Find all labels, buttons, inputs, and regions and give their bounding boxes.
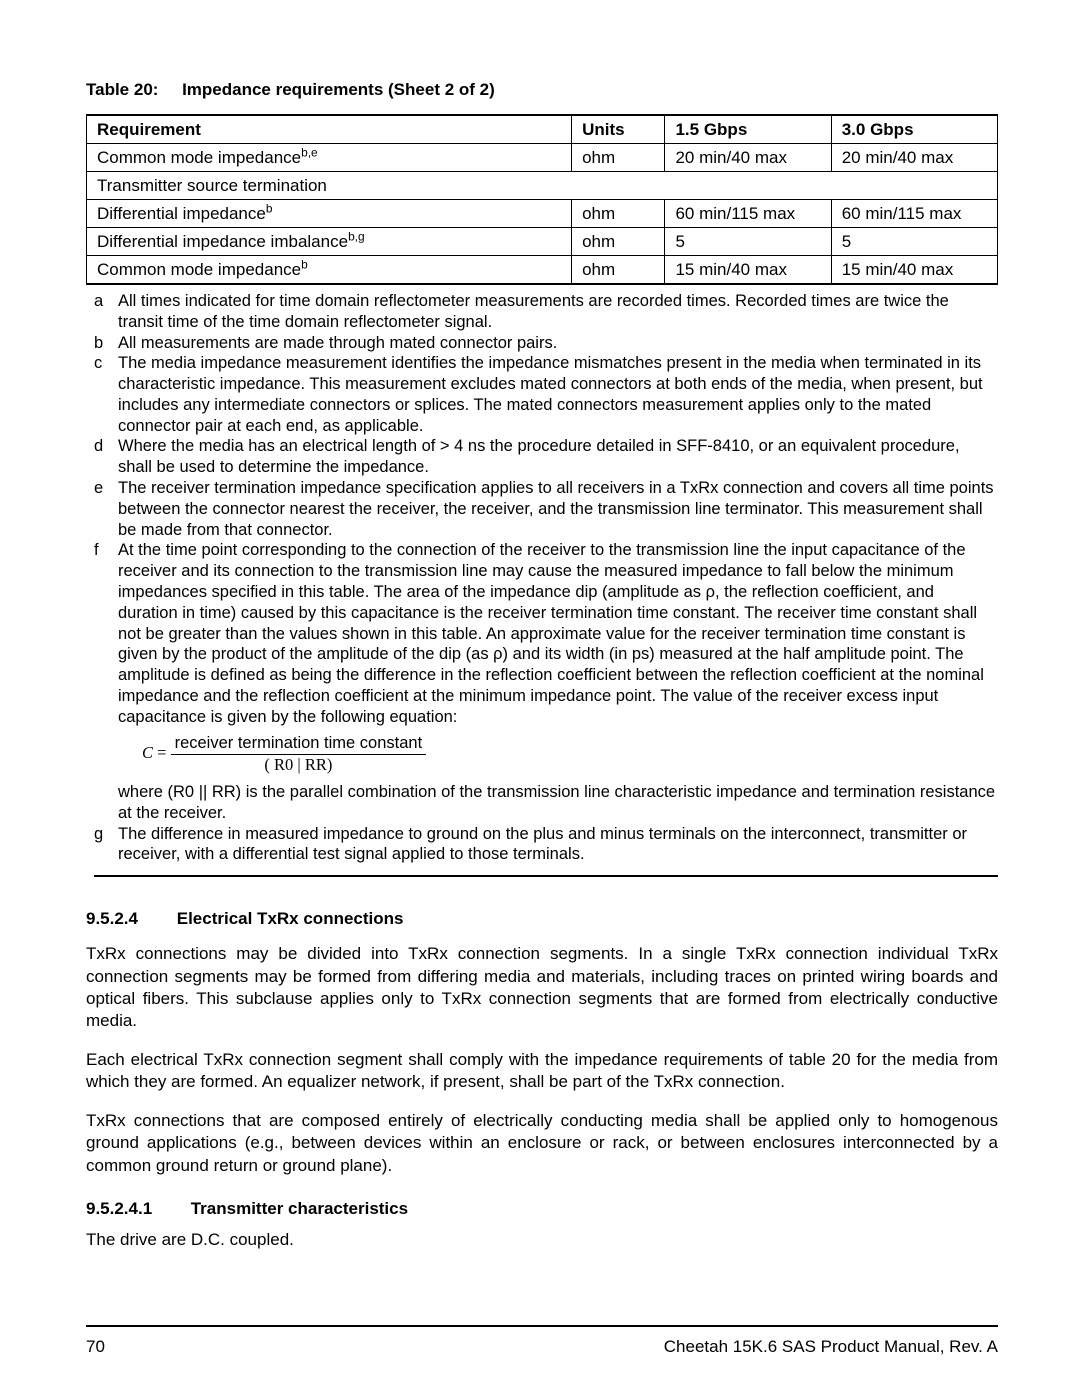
row-sup: b,e xyxy=(301,145,318,159)
section-title: Transmitter characteristics xyxy=(191,1199,408,1218)
th-gbps-1: 1.5 Gbps xyxy=(665,115,831,144)
page-number: 70 xyxy=(86,1337,105,1357)
para-9524-3: TxRx connections that are composed entir… xyxy=(86,1110,998,1177)
row-req-text: Differential impedance imbalance xyxy=(97,232,348,251)
cell-req: Common mode impedanceb xyxy=(87,256,572,285)
note-f-after: where (R0 || RR) is the parallel combina… xyxy=(118,782,998,824)
th-gbps-2: 3.0 Gbps xyxy=(831,115,997,144)
section-title: Electrical TxRx connections xyxy=(177,909,404,928)
note-e: e The receiver termination impedance spe… xyxy=(94,478,998,540)
th-units: Units xyxy=(572,115,665,144)
row-req-text: Differential impedance xyxy=(97,204,266,223)
cell-g2: 60 min/115 max xyxy=(831,200,997,228)
row-sup: b xyxy=(301,257,308,271)
note-f: f At the time point corresponding to the… xyxy=(94,540,998,823)
page: Table 20: Impedance requirements (Sheet … xyxy=(0,0,1080,1397)
footer-rule xyxy=(86,1325,998,1327)
section-95241-heading: 9.5.2.4.1 Transmitter characteristics xyxy=(86,1199,998,1219)
cell-g2: 15 min/40 max xyxy=(831,256,997,285)
impedance-table: Requirement Units 1.5 Gbps 3.0 Gbps Comm… xyxy=(86,114,998,285)
table-row: Differential impedanceb ohm 60 min/115 m… xyxy=(87,200,998,228)
document-name: Cheetah 15K.6 SAS Product Manual, Rev. A xyxy=(664,1337,998,1357)
section-number: 9.5.2.4 xyxy=(86,909,172,929)
note-c: c The media impedance measurement identi… xyxy=(94,353,998,436)
row-req-text: Common mode impedance xyxy=(97,148,301,167)
cell-g2: 20 min/40 max xyxy=(831,144,997,172)
cell-g1: 5 xyxy=(665,228,831,256)
cell-units: ohm xyxy=(572,144,665,172)
note-d: d Where the media has an electrical leng… xyxy=(94,436,998,478)
cell-req: Common mode impedanceb,e xyxy=(87,144,572,172)
table-row: Common mode impedanceb,e ohm 20 min/40 m… xyxy=(87,144,998,172)
section-9524-heading: 9.5.2.4 Electrical TxRx connections xyxy=(86,909,998,929)
eq-lhs: C xyxy=(142,743,153,762)
para-95241-1: The drive are D.C. coupled. xyxy=(86,1229,998,1251)
para-9524-1: TxRx connections may be divided into TxR… xyxy=(86,943,998,1033)
row-sup: b xyxy=(266,201,273,215)
note-b: b All measurements are made through mate… xyxy=(94,333,998,354)
page-footer: 70 Cheetah 15K.6 SAS Product Manual, Rev… xyxy=(86,1325,998,1357)
note-f-text: At the time point corresponding to the c… xyxy=(118,541,984,725)
cell-req: Differential impedance imbalanceb,g xyxy=(87,228,572,256)
table-notes: a All times indicated for time domain re… xyxy=(94,291,998,877)
cell-g2: 5 xyxy=(831,228,997,256)
cell-g1: 15 min/40 max xyxy=(665,256,831,285)
eq-numerator: receiver termination time constant xyxy=(171,733,427,755)
table-header-row: Requirement Units 1.5 Gbps 3.0 Gbps xyxy=(87,115,998,144)
para-9524-2: Each electrical TxRx connection segment … xyxy=(86,1049,998,1094)
cell-units: ohm xyxy=(572,228,665,256)
cell-units: ohm xyxy=(572,256,665,285)
cell-units: ohm xyxy=(572,200,665,228)
row-sup: b,g xyxy=(348,229,365,243)
note-a: a All times indicated for time domain re… xyxy=(94,291,998,333)
note-f-equation: C = receiver termination time constant (… xyxy=(142,733,998,776)
row-req-text: Common mode impedance xyxy=(97,260,301,279)
th-requirement: Requirement xyxy=(87,115,572,144)
table-caption-prefix: Table 20: xyxy=(86,80,158,99)
eq-denominator: ( R0 | RR) xyxy=(171,755,427,776)
table-caption-title: Impedance requirements (Sheet 2 of 2) xyxy=(182,80,495,99)
table-row: Differential impedance imbalanceb,g ohm … xyxy=(87,228,998,256)
cell-g1: 60 min/115 max xyxy=(665,200,831,228)
cell-g1: 20 min/40 max xyxy=(665,144,831,172)
section-cell: Transmitter source termination xyxy=(87,172,998,200)
table-caption: Table 20: Impedance requirements (Sheet … xyxy=(86,80,998,100)
note-g: g The difference in measured impedance t… xyxy=(94,824,998,866)
cell-req: Differential impedanceb xyxy=(87,200,572,228)
table-section-row: Transmitter source termination xyxy=(87,172,998,200)
section-number: 9.5.2.4.1 xyxy=(86,1199,186,1219)
table-row: Common mode impedanceb ohm 15 min/40 max… xyxy=(87,256,998,285)
